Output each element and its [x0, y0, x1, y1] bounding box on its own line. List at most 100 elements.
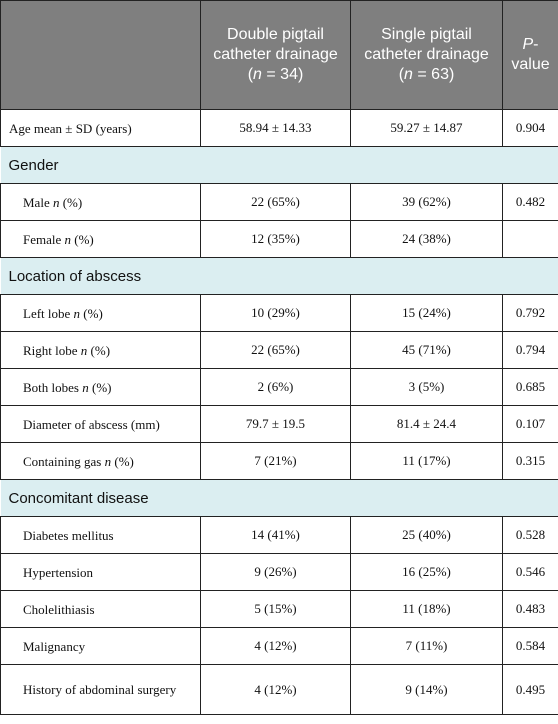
value-cell: 25 (40%) [350, 516, 503, 554]
italic-text: n [404, 66, 413, 83]
value-cell: 11 (18%) [350, 590, 503, 628]
row-label: Hypertension [0, 553, 201, 591]
text: (%) [59, 194, 83, 210]
data-row: Diabetes mellitus 14 (41%) 25 (40%) 0.528 [0, 516, 558, 554]
value-cell: 7 (11%) [350, 627, 503, 665]
header-cell: Double pigtail catheter drainage (n = 34… [200, 0, 351, 110]
value-cell: 0.546 [502, 553, 558, 591]
text: Hypertension [23, 564, 94, 580]
value-cell: 0.482 [502, 183, 558, 221]
section-row: Concomitant disease [0, 479, 558, 517]
value-cell: 39 (62%) [350, 183, 503, 221]
data-row: Containing gas n (%) 7 (21%) 11 (17%) 0.315 [0, 442, 558, 480]
value-cell: 7 (21%) [200, 442, 351, 480]
section-label: Gender [0, 146, 558, 184]
value-cell: 16 (25%) [350, 553, 503, 591]
data-row: Hypertension 9 (26%) 16 (25%) 0.546 [0, 553, 558, 591]
data-row: Cholelithiasis 5 (15%) 11 (18%) 0.483 [0, 590, 558, 628]
text: = 63) [412, 66, 455, 83]
value-cell: 0.904 [502, 109, 558, 147]
value-cell: 9 (14%) [350, 664, 503, 715]
text: = 34) [261, 66, 304, 83]
value-cell [502, 220, 558, 258]
value-cell: 81.4 ± 24.4 [350, 405, 503, 443]
italic-text: n [80, 342, 88, 358]
italic-text: n [52, 194, 60, 210]
value-cell: 0.107 [502, 405, 558, 443]
italic-text: n [82, 379, 89, 395]
header-cell: Single pigtail catheter drainage (n = 63… [350, 0, 503, 110]
value-cell: 5 (15%) [200, 590, 351, 628]
data-row: History of abdominal surgery 4 (12%) 9 (14… [0, 664, 558, 715]
text: Female [23, 231, 65, 247]
data-row: Age mean ± SD (years) 58.94 ± 14.33 59.27 … [0, 109, 558, 147]
data-row: Right lobe n (%) 22 (65%) 45 (71%) 0.794 [0, 331, 558, 369]
value-cell: 79.7 ± 19.5 [200, 405, 351, 443]
text: Left lobe [23, 305, 74, 321]
row-label: Malignancy [0, 627, 201, 665]
text: Diabetes mellitus [23, 527, 114, 543]
text: Age mean ± SD (years) [9, 120, 132, 136]
italic-text: n [104, 453, 112, 469]
data-row: Malignancy 4 (12%) 7 (11%) 0.584 [0, 627, 558, 665]
section-label: Concomitant disease [0, 479, 558, 517]
text: (%) [71, 231, 94, 247]
row-label: Diabetes mellitus [0, 516, 201, 554]
data-row: Left lobe n (%) 10 (29%) 15 (24%) 0.792 [0, 294, 558, 332]
value-cell: 11 (17%) [350, 442, 503, 480]
value-cell: 45 (71%) [350, 331, 503, 369]
value-cell: 0.792 [502, 294, 558, 332]
text: Right lobe [23, 342, 81, 358]
value-cell: 4 (12%) [200, 627, 351, 665]
italic-text: n [64, 231, 72, 247]
value-cell: 4 (12%) [200, 664, 351, 715]
row-label: History of abdominal surgery [0, 664, 201, 715]
data-row: Both lobes n (%) 2 (6%) 3 (5%) 0.685 [0, 368, 558, 406]
row-label: Left lobe n (%) [0, 294, 201, 332]
value-cell: 0.584 [502, 627, 558, 665]
value-cell: 3 (5%) [350, 368, 503, 406]
text: History of abdominal surgery [23, 682, 177, 697]
section-label: Location of abscess [0, 257, 558, 295]
value-cell: 59.27 ± 14.87 [350, 109, 503, 147]
text: Malignancy [23, 638, 86, 654]
value-cell: 14 (41%) [200, 516, 351, 554]
data-row: Female n (%) 12 (35%) 24 (38%) [0, 220, 558, 258]
text: (%) [111, 453, 134, 469]
value-cell: 0.528 [502, 516, 558, 554]
text: Double pigtail catheter drainage ( [213, 26, 338, 83]
data-row: Male n (%) 22 (65%) 39 (62%) 0.482 [0, 183, 558, 221]
text: Cholelithiasis [23, 601, 95, 617]
value-cell: 0.483 [502, 590, 558, 628]
row-label: Right lobe n (%) [0, 331, 201, 369]
value-cell: 12 (35%) [200, 220, 351, 258]
value-cell: 10 (29%) [200, 294, 351, 332]
value-cell: 2 (6%) [200, 368, 351, 406]
data-row: Diameter of abscess (mm) 79.7 ± 19.5 81.4 … [0, 405, 558, 443]
text: -value [511, 36, 550, 73]
row-label: Age mean ± SD (years) [0, 109, 201, 147]
text: Male [23, 194, 53, 210]
value-cell: 0.794 [502, 331, 558, 369]
text: Diameter of abscess (mm) [23, 416, 160, 432]
value-cell: 0.315 [502, 442, 558, 480]
header-cell [0, 0, 201, 110]
value-cell: 0.685 [502, 368, 558, 406]
header-row: Double pigtail catheter drainage (n = 34… [0, 0, 558, 110]
row-label: Cholelithiasis [0, 590, 201, 628]
text: (%) [87, 342, 111, 358]
row-label: Containing gas n (%) [0, 442, 201, 480]
row-label: Female n (%) [0, 220, 201, 258]
row-label: Diameter of abscess (mm) [0, 405, 201, 443]
text: (%) [80, 305, 103, 321]
text: Containing gas [23, 453, 105, 469]
value-cell: 58.94 ± 14.33 [200, 109, 351, 147]
row-label: Male n (%) [0, 183, 201, 221]
row-label: Both lobes n (%) [0, 368, 201, 406]
header-cell: P-value [502, 0, 558, 110]
section-row: Location of abscess [0, 257, 558, 295]
value-cell: 22 (65%) [200, 331, 351, 369]
italic-text: n [253, 66, 262, 83]
